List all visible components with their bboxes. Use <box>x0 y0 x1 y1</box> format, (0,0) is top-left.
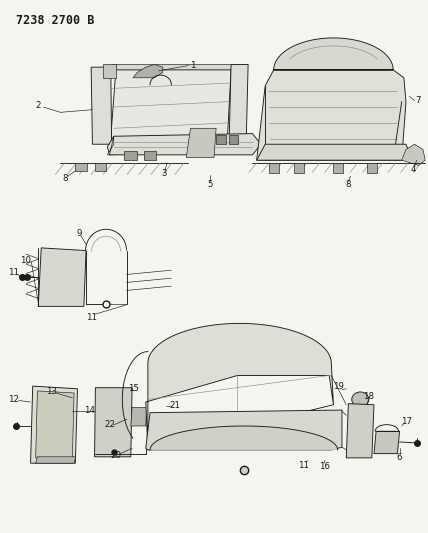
Polygon shape <box>95 163 107 171</box>
Text: 16: 16 <box>318 462 330 471</box>
Polygon shape <box>186 128 216 158</box>
Ellipse shape <box>352 392 369 407</box>
Polygon shape <box>150 426 338 450</box>
Polygon shape <box>107 136 114 155</box>
Text: 3: 3 <box>162 169 167 179</box>
Text: 1: 1 <box>190 61 196 69</box>
Polygon shape <box>216 135 226 144</box>
Polygon shape <box>402 144 425 165</box>
Polygon shape <box>103 64 116 78</box>
Text: 9: 9 <box>76 229 81 238</box>
Polygon shape <box>269 163 279 173</box>
Text: 2: 2 <box>36 101 41 110</box>
Text: 7: 7 <box>415 96 421 105</box>
Polygon shape <box>333 163 343 173</box>
Polygon shape <box>374 431 400 454</box>
Polygon shape <box>75 163 87 171</box>
Polygon shape <box>91 67 112 144</box>
Text: 18: 18 <box>363 392 374 401</box>
Text: 7238 2700 B: 7238 2700 B <box>16 14 94 27</box>
Text: 19: 19 <box>333 382 344 391</box>
Polygon shape <box>367 163 377 173</box>
Polygon shape <box>146 324 333 450</box>
Polygon shape <box>107 134 261 155</box>
Text: 12: 12 <box>8 395 19 404</box>
Polygon shape <box>36 391 74 458</box>
Text: 5: 5 <box>207 180 212 189</box>
Polygon shape <box>257 144 410 160</box>
Polygon shape <box>257 70 406 160</box>
Polygon shape <box>133 64 163 78</box>
Polygon shape <box>36 457 76 463</box>
Text: 11: 11 <box>298 461 309 470</box>
Text: 20: 20 <box>110 451 122 460</box>
Text: 22: 22 <box>104 421 115 430</box>
Text: 11: 11 <box>8 269 19 277</box>
Polygon shape <box>274 38 393 70</box>
Text: 21: 21 <box>169 401 180 410</box>
Text: 6: 6 <box>396 454 402 463</box>
Text: 10: 10 <box>20 256 31 264</box>
Polygon shape <box>229 135 238 144</box>
Text: 17: 17 <box>401 417 412 426</box>
Text: 4: 4 <box>411 165 416 174</box>
Polygon shape <box>294 163 304 173</box>
Text: 8: 8 <box>346 180 351 189</box>
Text: 13: 13 <box>45 387 56 396</box>
Polygon shape <box>30 386 77 463</box>
Text: 14: 14 <box>84 406 95 415</box>
Polygon shape <box>346 403 374 458</box>
Polygon shape <box>146 410 342 450</box>
Text: 8: 8 <box>62 174 68 183</box>
Polygon shape <box>110 70 231 155</box>
Text: 15: 15 <box>128 384 139 393</box>
Text: 11: 11 <box>86 312 97 321</box>
Polygon shape <box>125 151 137 160</box>
Polygon shape <box>38 248 86 306</box>
Polygon shape <box>229 64 248 150</box>
Polygon shape <box>95 387 132 457</box>
Polygon shape <box>131 407 147 426</box>
Polygon shape <box>110 64 233 70</box>
Polygon shape <box>144 151 156 160</box>
